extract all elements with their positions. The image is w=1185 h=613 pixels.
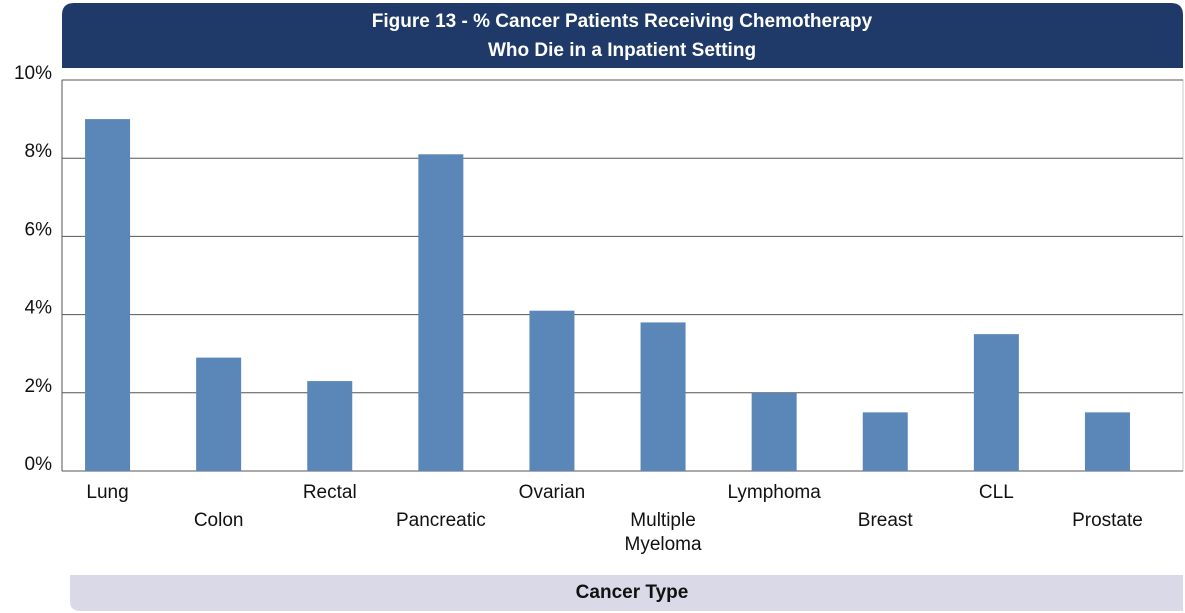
x-tick-label: Lymphoma [728,482,822,503]
y-tick-label: 0% [25,454,53,475]
bar [862,412,908,471]
bar [973,334,1019,471]
bar [418,154,464,472]
bar [751,392,797,471]
x-axis-label: Cancer Type [576,582,689,603]
x-tick-label: Multiple Myeloma [625,510,703,555]
x-tick-label: Colon [194,510,244,531]
y-tick-label: 10% [14,63,52,84]
title-banner [62,3,1183,68]
bar [529,310,575,471]
x-label-banner [70,575,1183,611]
x-tick-label: Ovarian [519,482,586,503]
x-tick-label: Rectal [303,482,357,503]
x-tick-label: CLL [979,482,1014,503]
bar [307,381,353,471]
bar [196,357,242,471]
bar [85,119,131,471]
chart-title: Who Die in a Inpatient Setting [488,40,756,61]
y-tick-label: 8% [25,141,53,162]
bar [1084,412,1130,471]
y-tick-label: 6% [25,219,53,240]
x-tick-label: Prostate [1072,510,1143,531]
x-tick-label: Breast [858,510,914,531]
bar [640,322,686,471]
y-tick-label: 4% [25,298,53,319]
x-tick-label: Pancreatic [396,510,486,531]
x-tick-label: Lung [86,482,128,503]
y-tick-label: 2% [25,376,53,397]
chart-title: Figure 13 - % Cancer Patients Receiving … [372,11,873,32]
